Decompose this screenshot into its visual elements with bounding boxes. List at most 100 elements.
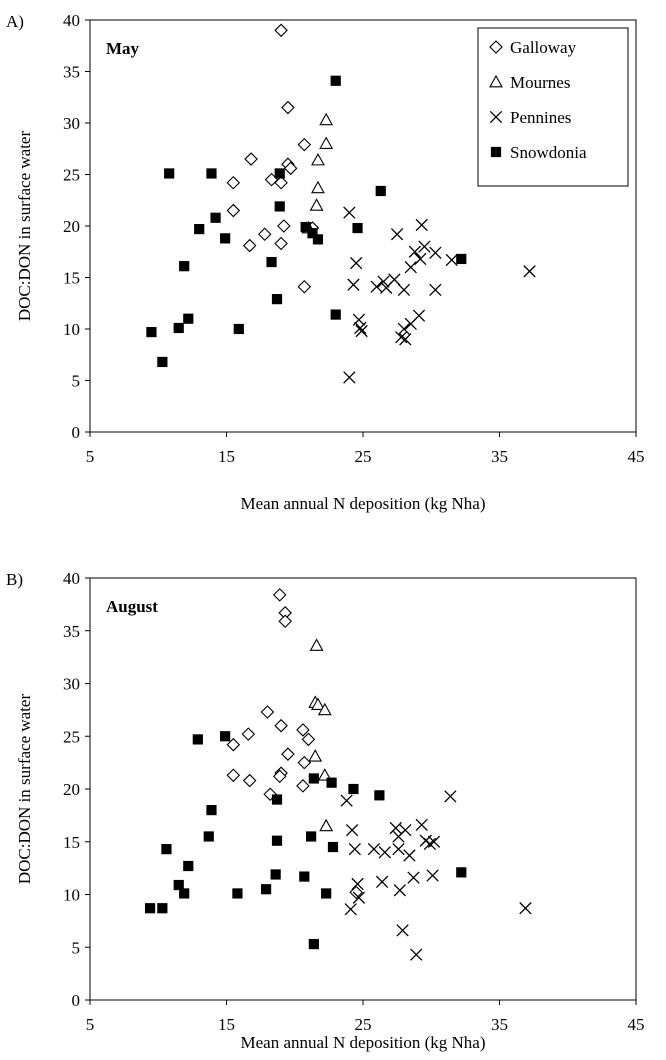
point-snowdonia — [161, 844, 172, 855]
point-snowdonia — [270, 869, 281, 880]
point-snowdonia — [327, 841, 339, 853]
point-galloway — [278, 614, 292, 629]
point-snowdonia — [271, 294, 283, 305]
point-snowdonia — [274, 168, 285, 179]
point-mournes — [319, 818, 334, 832]
point-pennines — [404, 261, 417, 274]
point-mournes — [311, 152, 325, 166]
point-pennines — [344, 903, 357, 916]
y-tick-label: 40 — [63, 569, 80, 588]
point-pennines — [426, 869, 439, 882]
point-galloway — [274, 236, 288, 251]
x-tick-label: 35 — [491, 447, 508, 466]
point-snowdonia — [206, 805, 217, 816]
point-galloway — [257, 227, 272, 242]
point-snowdonia — [146, 326, 157, 338]
point-mournes — [311, 697, 325, 710]
point-pennines — [377, 275, 390, 288]
point-galloway — [272, 769, 287, 784]
series-pennines — [340, 790, 532, 961]
legend-label-mournes: Mournes — [510, 73, 570, 92]
point-snowdonia — [206, 168, 217, 179]
point-mournes — [309, 198, 324, 211]
point-galloway — [274, 718, 288, 733]
point-snowdonia — [173, 322, 184, 334]
point-snowdonia — [352, 222, 363, 234]
point-pennines — [395, 331, 408, 344]
x-tick-label: 15 — [218, 447, 235, 466]
point-snowdonia — [164, 168, 175, 179]
point-snowdonia — [233, 323, 244, 335]
point-mournes — [317, 702, 332, 716]
legend-marker-mournes — [489, 74, 503, 88]
point-pennines — [340, 794, 353, 807]
y-tick-label: 30 — [63, 114, 80, 133]
legend-marker-galloway — [489, 40, 503, 54]
point-galloway — [226, 203, 241, 218]
point-pennines — [343, 371, 356, 384]
point-galloway — [296, 779, 310, 793]
point-pennines — [370, 280, 383, 293]
x-axis-label: Mean annual N deposition (kg Nha) — [240, 494, 485, 513]
point-pennines — [523, 265, 536, 278]
point-galloway — [272, 588, 287, 602]
point-pennines — [414, 252, 427, 266]
point-snowdonia — [308, 773, 319, 784]
point-pennines — [399, 333, 412, 346]
point-pennines — [396, 924, 409, 937]
legend-box — [477, 27, 629, 187]
point-snowdonia — [330, 309, 341, 320]
point-pennines — [418, 240, 431, 253]
point-galloway — [242, 238, 257, 253]
point-snowdonia — [210, 212, 221, 223]
point-snowdonia — [232, 888, 243, 899]
point-snowdonia — [173, 879, 184, 891]
x-tick-label: 15 — [218, 1015, 235, 1034]
point-pennines — [410, 948, 423, 961]
legend-label-snowdonia: Snowdonia — [510, 143, 587, 162]
y-tick-label: 20 — [63, 217, 80, 236]
point-pennines — [397, 322, 411, 336]
point-pennines — [444, 790, 457, 803]
point-pennines — [355, 324, 368, 338]
point-pennines — [380, 281, 393, 294]
point-galloway — [241, 727, 256, 741]
y-tick-label: 10 — [63, 886, 80, 905]
point-pennines — [367, 842, 381, 856]
point-galloway — [242, 773, 257, 788]
point-galloway — [281, 100, 295, 115]
point-pennines — [408, 245, 422, 258]
series-galloway — [226, 588, 363, 900]
point-pennines — [392, 830, 405, 843]
point-snowdonia — [179, 261, 190, 272]
point-snowdonia — [157, 903, 168, 914]
x-tick-label: 45 — [628, 1015, 645, 1034]
point-pennines — [519, 902, 532, 915]
point-snowdonia — [312, 234, 324, 245]
point-snowdonia — [179, 888, 190, 899]
point-pennines — [415, 818, 428, 832]
point-mournes — [319, 136, 334, 149]
x-tick-label: 45 — [628, 447, 645, 466]
y-tick-label: 5 — [72, 938, 81, 957]
legend-marker-snowdonia — [490, 146, 502, 158]
chart-title: May — [106, 39, 140, 58]
y-tick-label: 35 — [63, 622, 80, 641]
point-pennines — [427, 835, 441, 848]
y-tick-label: 0 — [72, 991, 81, 1010]
point-pennines — [352, 313, 366, 326]
y-tick-label: 15 — [63, 833, 80, 852]
point-snowdonia — [157, 356, 168, 368]
point-snowdonia — [271, 794, 283, 805]
point-snowdonia — [260, 884, 272, 895]
y-axis-label: DOC:DON in surface water — [15, 131, 34, 322]
panel-label: B) — [6, 570, 23, 589]
legend-label-galloway: Galloway — [510, 38, 577, 57]
point-galloway — [274, 23, 288, 38]
panel-label: A) — [6, 12, 24, 31]
chart-title: August — [106, 597, 158, 616]
point-snowdonia — [299, 871, 310, 882]
point-galloway — [277, 219, 291, 233]
